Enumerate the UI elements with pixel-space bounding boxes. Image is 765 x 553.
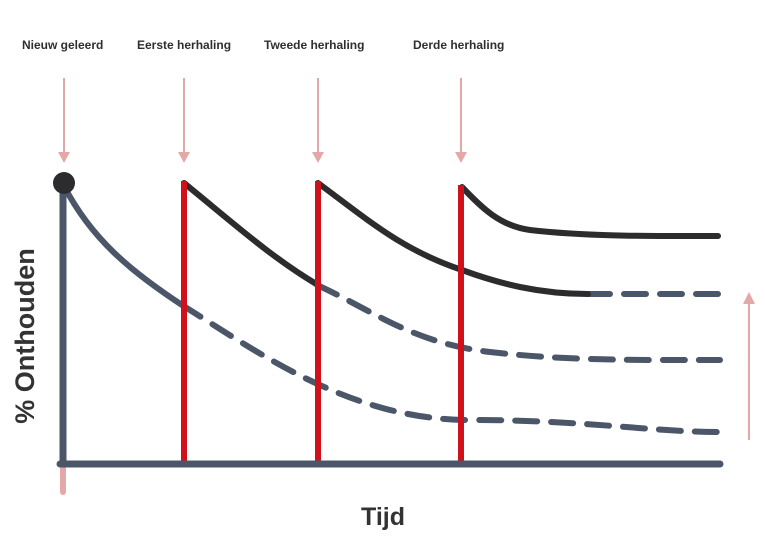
event-label-new: Nieuw geleerd — [22, 38, 103, 52]
x-axis-title: Tijd — [361, 503, 405, 531]
event-label-third-review: Derde herhaling — [413, 38, 504, 52]
arrow-third-review — [455, 78, 467, 163]
arrow-new — [58, 78, 70, 163]
arrow-second-review — [312, 78, 324, 163]
retention-curves — [181, 180, 721, 297]
event-label-second-review: Tweede herhaling — [264, 38, 364, 52]
forgetting-curve-dashed-1 — [179, 302, 723, 435]
retention-curve-3 — [459, 184, 721, 240]
initial-forgetting-curve — [61, 183, 185, 308]
start-point — [53, 172, 75, 194]
retention-up-arrow — [743, 292, 755, 440]
forgetting-curve-dashed-2 — [314, 282, 723, 364]
axes — [56, 182, 724, 468]
review-lines — [181, 181, 464, 463]
y-axis-title: % Onthouden — [10, 248, 40, 423]
arrow-first-review — [178, 78, 190, 163]
retention-curve-1 — [181, 180, 321, 288]
event-label-first-review: Eerste herhaling — [137, 38, 231, 52]
event-arrows — [58, 78, 467, 163]
retention-curve-2 — [315, 180, 591, 297]
forgetting-curves — [61, 183, 723, 435]
